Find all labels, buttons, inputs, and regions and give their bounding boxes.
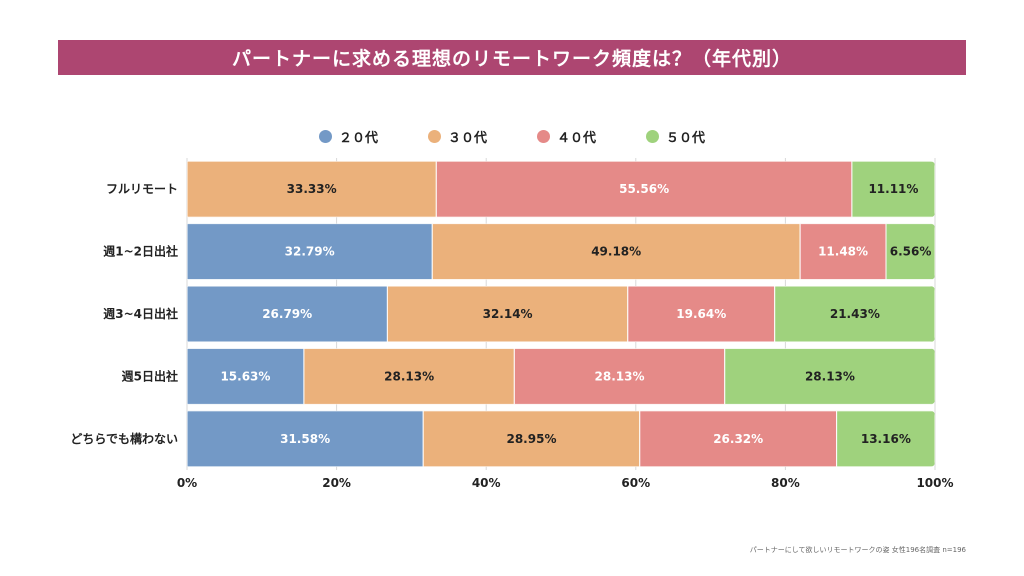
- bar-segment: [303, 348, 515, 405]
- data-label: 49.18%: [591, 245, 641, 259]
- legend-label-50s: ５０代: [666, 130, 706, 146]
- bar-segment: [513, 348, 726, 405]
- bar-segment: [422, 410, 641, 467]
- data-label: 19.64%: [676, 307, 726, 321]
- legend-label-30s: ３０代: [447, 130, 487, 146]
- data-label: 55.56%: [619, 182, 669, 196]
- data-label: 32.79%: [285, 245, 335, 259]
- data-label: 28.13%: [384, 369, 434, 383]
- bar-row: [187, 348, 935, 405]
- bar-segment: [639, 410, 838, 467]
- bar-segment: [187, 286, 388, 342]
- bar-segment: [187, 161, 437, 218]
- data-label: 28.13%: [595, 369, 645, 383]
- data-label: 26.79%: [262, 307, 312, 321]
- bar-segment: [774, 286, 935, 342]
- x-tick-label: 100%: [916, 476, 953, 490]
- bar-segment: [627, 286, 776, 342]
- data-label: 21.43%: [830, 307, 880, 321]
- x-tick-label: 60%: [621, 476, 650, 490]
- category-label: フルリモート: [106, 182, 178, 196]
- data-label: 11.48%: [818, 245, 868, 259]
- legend-item-50s: ５０代: [646, 127, 705, 146]
- legend-item-30s: ３０代: [427, 127, 487, 146]
- bar-segment: [724, 348, 935, 405]
- legend-swatch-50s: [646, 129, 660, 143]
- bar-row: [187, 223, 935, 280]
- data-label: 13.16%: [861, 432, 911, 446]
- data-label: 6.56%: [890, 245, 932, 259]
- x-tick-label: 40%: [472, 476, 501, 490]
- x-tick-label: 20%: [322, 476, 351, 490]
- bar-segment: [885, 223, 935, 280]
- data-label: 28.95%: [506, 432, 556, 446]
- bar-segment: [435, 161, 853, 218]
- legend-item-40s: ４０代: [537, 127, 596, 146]
- bar-segment: [851, 161, 935, 218]
- legend: ２０代 ３０代 ４０代 ５０代: [0, 125, 1024, 147]
- category-label: 週3~4日出社: [103, 306, 178, 321]
- category-label: 週1~2日出社: [103, 244, 178, 259]
- chart-title: パートナーに求める理想のリモートワーク頻度は？（年代別）: [231, 48, 792, 70]
- data-label: 15.63%: [220, 369, 270, 383]
- bar-row: [187, 410, 935, 467]
- bar-row: [187, 286, 935, 342]
- data-label: 28.13%: [805, 369, 855, 383]
- legend-item-20s: ２０代: [318, 127, 378, 146]
- bar-segment: [187, 223, 433, 280]
- bar-row: [187, 161, 935, 218]
- legend-swatch-20s: [318, 129, 332, 143]
- legend-label-20s: ２０代: [338, 130, 378, 146]
- data-label: 32.14%: [483, 307, 533, 321]
- source-note: パートナーにして欲しいリモートワークの姿 女性196名調査 n=196: [749, 546, 966, 554]
- legend-swatch-40s: [537, 129, 550, 143]
- bar-segment: [431, 223, 801, 280]
- category-label: どちらでも構わない: [70, 431, 178, 446]
- bar-segment: [187, 410, 424, 467]
- chart-title-bar: パートナーに求める理想のリモートワーク頻度は？（年代別）: [58, 40, 966, 75]
- data-label: 31.58%: [280, 432, 330, 446]
- bar-segment: [836, 410, 935, 467]
- legend-swatch-30s: [427, 129, 441, 143]
- category-label: 週5日出社: [122, 368, 178, 383]
- data-label: 33.33%: [287, 182, 337, 196]
- legend-label-40s: ４０代: [557, 130, 597, 146]
- data-label: 26.32%: [713, 432, 763, 446]
- x-tick-label: 0%: [177, 476, 197, 490]
- data-label: 11.11%: [868, 182, 918, 196]
- bar-segment: [386, 286, 629, 342]
- x-tick-label: 80%: [771, 476, 800, 490]
